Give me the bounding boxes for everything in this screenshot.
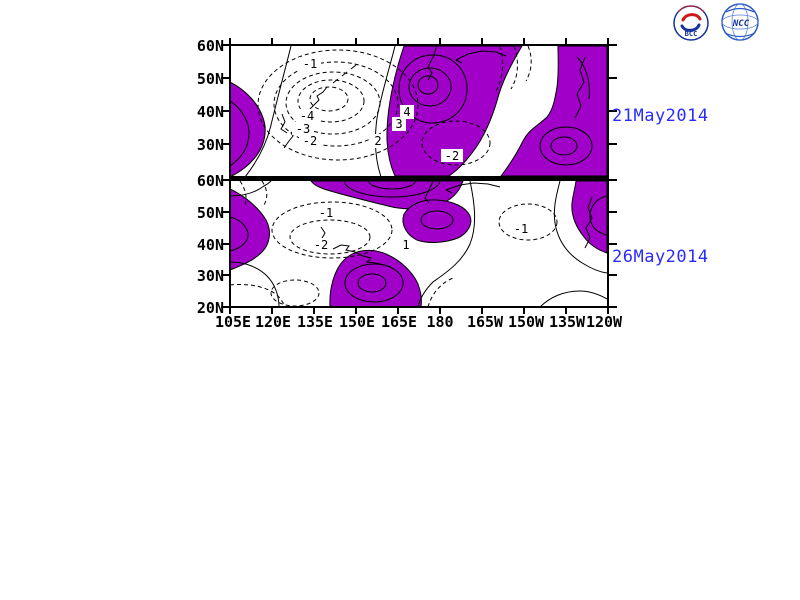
lon-tick-label: 165W <box>467 313 504 331</box>
negative-contours-bottom <box>231 181 558 306</box>
lat-tick-label: 30N <box>197 267 224 285</box>
positive-contours-top <box>231 46 593 176</box>
lon-axis: 105E 120E 135E 150E 165E 180 165W 150W 1… <box>215 313 623 331</box>
date-label-top: 21May2014 <box>612 106 709 126</box>
lat-axis-top: 60N 50N 40N 30N <box>197 37 224 154</box>
lon-tick-label: 150E <box>339 313 375 331</box>
contour-labels-top: -1 -4 -3 -2 2 3 4 -2 <box>292 57 463 163</box>
negative-contours-top <box>257 46 532 166</box>
lat-tick-label: 40N <box>197 236 224 254</box>
ncc-logo: NCC <box>721 3 759 41</box>
lat-tick-label: 20N <box>197 299 224 317</box>
contour-label: -2 <box>303 134 317 148</box>
bcc-logo: BCC <box>673 5 709 41</box>
lon-tick-label: 120W <box>586 313 623 331</box>
contour-label: 4 <box>403 105 410 119</box>
lon-tick-label: 150W <box>508 313 545 331</box>
contour-label: -3 <box>296 122 310 136</box>
lat-tick-label: 50N <box>197 70 224 88</box>
lat-tick-label: 50N <box>197 204 224 222</box>
lon-tick-label: 120E <box>255 313 291 331</box>
contour-label: 1 <box>402 238 409 252</box>
contour-label: -1 <box>514 222 528 236</box>
contour-label: 2 <box>374 134 381 148</box>
contour-label: 3 <box>395 117 402 131</box>
contour-label: -4 <box>300 109 314 123</box>
positive-contours-bottom <box>231 181 607 306</box>
map-panel-bottom: -1 -2 1 -1 <box>229 179 609 308</box>
shared-panel-edge <box>229 176 609 181</box>
lat-tick-label: 60N <box>197 172 224 190</box>
lat-tick-label: 60N <box>197 37 224 55</box>
lon-tick-label: 180 <box>426 313 453 331</box>
contour-labels-bottom: -1 -2 1 -1 <box>310 206 532 252</box>
bcc-logo-text: BCC <box>685 30 698 38</box>
date-label-bottom: 26May2014 <box>612 247 709 267</box>
contour-label: -2 <box>445 149 459 163</box>
axis-ticks <box>221 38 617 314</box>
lon-tick-label: 165E <box>381 313 417 331</box>
contour-label: -1 <box>319 206 333 220</box>
ncc-logo-text: NCC <box>732 19 750 29</box>
lon-tick-label: 135W <box>549 313 586 331</box>
contour-label: -2 <box>314 238 328 252</box>
shaded-regions-top <box>231 46 607 176</box>
lon-tick-label: 105E <box>215 313 251 331</box>
coastlines-top <box>280 46 586 149</box>
map-panel-top: -1 -4 -3 -2 2 3 4 -2 <box>229 44 609 178</box>
shaded-regions-bottom <box>231 181 607 306</box>
lon-tick-label: 135E <box>297 313 333 331</box>
lat-tick-label: 30N <box>197 136 224 154</box>
contour-label: -1 <box>303 57 317 71</box>
lat-axis-bottom: 60N 50N 40N 30N 20N <box>197 172 224 317</box>
lat-tick-label: 40N <box>197 103 224 121</box>
